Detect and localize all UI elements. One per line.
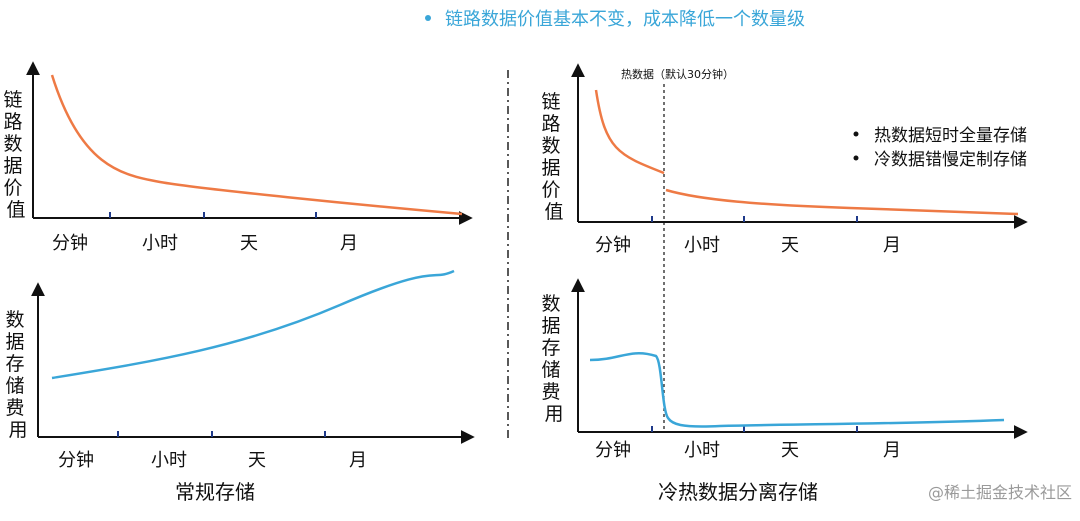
bullet-dot-2 bbox=[853, 155, 859, 161]
hotcold-value-ylabel: 链 路 数 据 价 值 bbox=[541, 91, 566, 223]
regular-cost-tick-label: 小时 bbox=[151, 450, 187, 471]
headline-bullet bbox=[425, 15, 431, 21]
regular-cost-tick-label: 分钟 bbox=[58, 450, 94, 471]
regular-value-ylabel-c1: 链 bbox=[3, 89, 22, 111]
hotcold-cost-tick-label: 天 bbox=[781, 440, 799, 461]
hotcold-value-tick-label: 小时 bbox=[684, 235, 720, 256]
hotcold-value-ylabel-c3: 数 bbox=[541, 135, 560, 157]
regular-cost-ylabel-c6: 用 bbox=[8, 419, 27, 441]
hotcold-cost-ylabel: 数 据 存 储 费 用 bbox=[541, 293, 566, 425]
hotcold-caption: 冷热数据分离存储 bbox=[658, 480, 818, 504]
hotcold-cost-curve bbox=[589, 352, 1005, 428]
hotcold-value-curve-cold bbox=[665, 188, 1019, 216]
hotcold-cost-tick-label: 小时 bbox=[684, 440, 720, 461]
regular-value-curve bbox=[50, 74, 463, 216]
hotcold-value-ylabel-c2: 路 bbox=[541, 113, 560, 135]
regular-cost-tick-label: 天 bbox=[248, 450, 266, 471]
hotcold-cost-ylabel-c5: 费 bbox=[541, 381, 560, 403]
regular-value-ylabel-c5: 价 bbox=[3, 177, 22, 199]
regular-value-ylabel: 链 路 数 据 价 值 bbox=[3, 89, 28, 221]
hotcold-cost-chart: 数 据 存 储 费 用 分钟 小时 天 月 bbox=[541, 278, 1028, 461]
hotcold-cost-ylabel-c6: 用 bbox=[544, 403, 563, 425]
bullet-dot-1 bbox=[853, 131, 859, 137]
regular-cost-tick-label: 月 bbox=[349, 450, 367, 471]
regular-cost-curve bbox=[51, 269, 455, 380]
hotcold-value-ylabel-c1: 链 bbox=[541, 91, 560, 113]
hotcold-cost-tick-label: 月 bbox=[883, 440, 901, 461]
regular-value-ylabel-c3: 数 bbox=[3, 133, 22, 155]
hotcold-cost-ylabel-c3: 存 bbox=[541, 337, 560, 359]
regular-value-tick-label: 月 bbox=[340, 233, 358, 254]
watermark: @稀土掘金技术社区 bbox=[928, 483, 1072, 502]
hotcold-bullet-2: 冷数据错慢定制存储 bbox=[874, 149, 1027, 170]
regular-cost-ylabel-c4: 储 bbox=[5, 375, 24, 397]
hotcold-value-ylabel-c4: 据 bbox=[541, 157, 560, 179]
headline: 链路数据价值基本不变，成本降低一个数量级 bbox=[445, 9, 805, 30]
regular-cost-ylabel-c1: 数 bbox=[5, 309, 24, 331]
regular-cost-ylabel-c3: 存 bbox=[5, 353, 24, 375]
hotcold-value-ylabel-c6: 值 bbox=[544, 201, 563, 223]
hotcold-value-curve-hot bbox=[594, 89, 665, 175]
regular-value-ylabel-c2: 路 bbox=[3, 111, 22, 133]
hotcold-cost-ylabel-c2: 据 bbox=[541, 315, 560, 337]
regular-value-tick-label: 小时 bbox=[142, 233, 178, 254]
regular-value-tick-label: 天 bbox=[240, 233, 258, 254]
hotcold-value-chart: 链 路 数 据 价 值 分钟 小时 天 月 bbox=[541, 63, 1028, 256]
regular-value-chart: 链 路 数 据 价 值 分钟 小时 天 月 bbox=[3, 61, 473, 254]
hotcold-bullet-1: 热数据短时全量存储 bbox=[874, 126, 1027, 146]
regular-value-tick-label: 分钟 bbox=[52, 233, 88, 254]
hotcold-cost-ylabel-c4: 储 bbox=[541, 359, 560, 381]
hotcold-value-tick-label: 月 bbox=[883, 235, 901, 256]
regular-value-ylabel-c6: 值 bbox=[6, 199, 25, 221]
hotcold-value-tick-label: 分钟 bbox=[595, 235, 631, 256]
hotcold-cost-tick-label: 分钟 bbox=[595, 440, 631, 461]
regular-cost-ylabel: 数 据 存 储 费 用 bbox=[5, 309, 30, 441]
hotcold-value-ylabel-c5: 价 bbox=[541, 179, 560, 201]
regular-caption: 常规存储 bbox=[175, 480, 255, 504]
regular-cost-ylabel-c2: 据 bbox=[5, 331, 24, 353]
hotcold-value-tick-label: 天 bbox=[781, 235, 799, 256]
hotcold-cost-ylabel-c1: 数 bbox=[541, 293, 560, 315]
regular-value-ylabel-c4: 据 bbox=[3, 155, 22, 177]
hot-data-label: 热数据（默认30分钟） bbox=[621, 67, 734, 81]
regular-cost-chart: 数 据 存 储 费 用 分钟 小时 天 月 bbox=[5, 269, 475, 471]
regular-cost-ylabel-c5: 费 bbox=[5, 397, 24, 419]
